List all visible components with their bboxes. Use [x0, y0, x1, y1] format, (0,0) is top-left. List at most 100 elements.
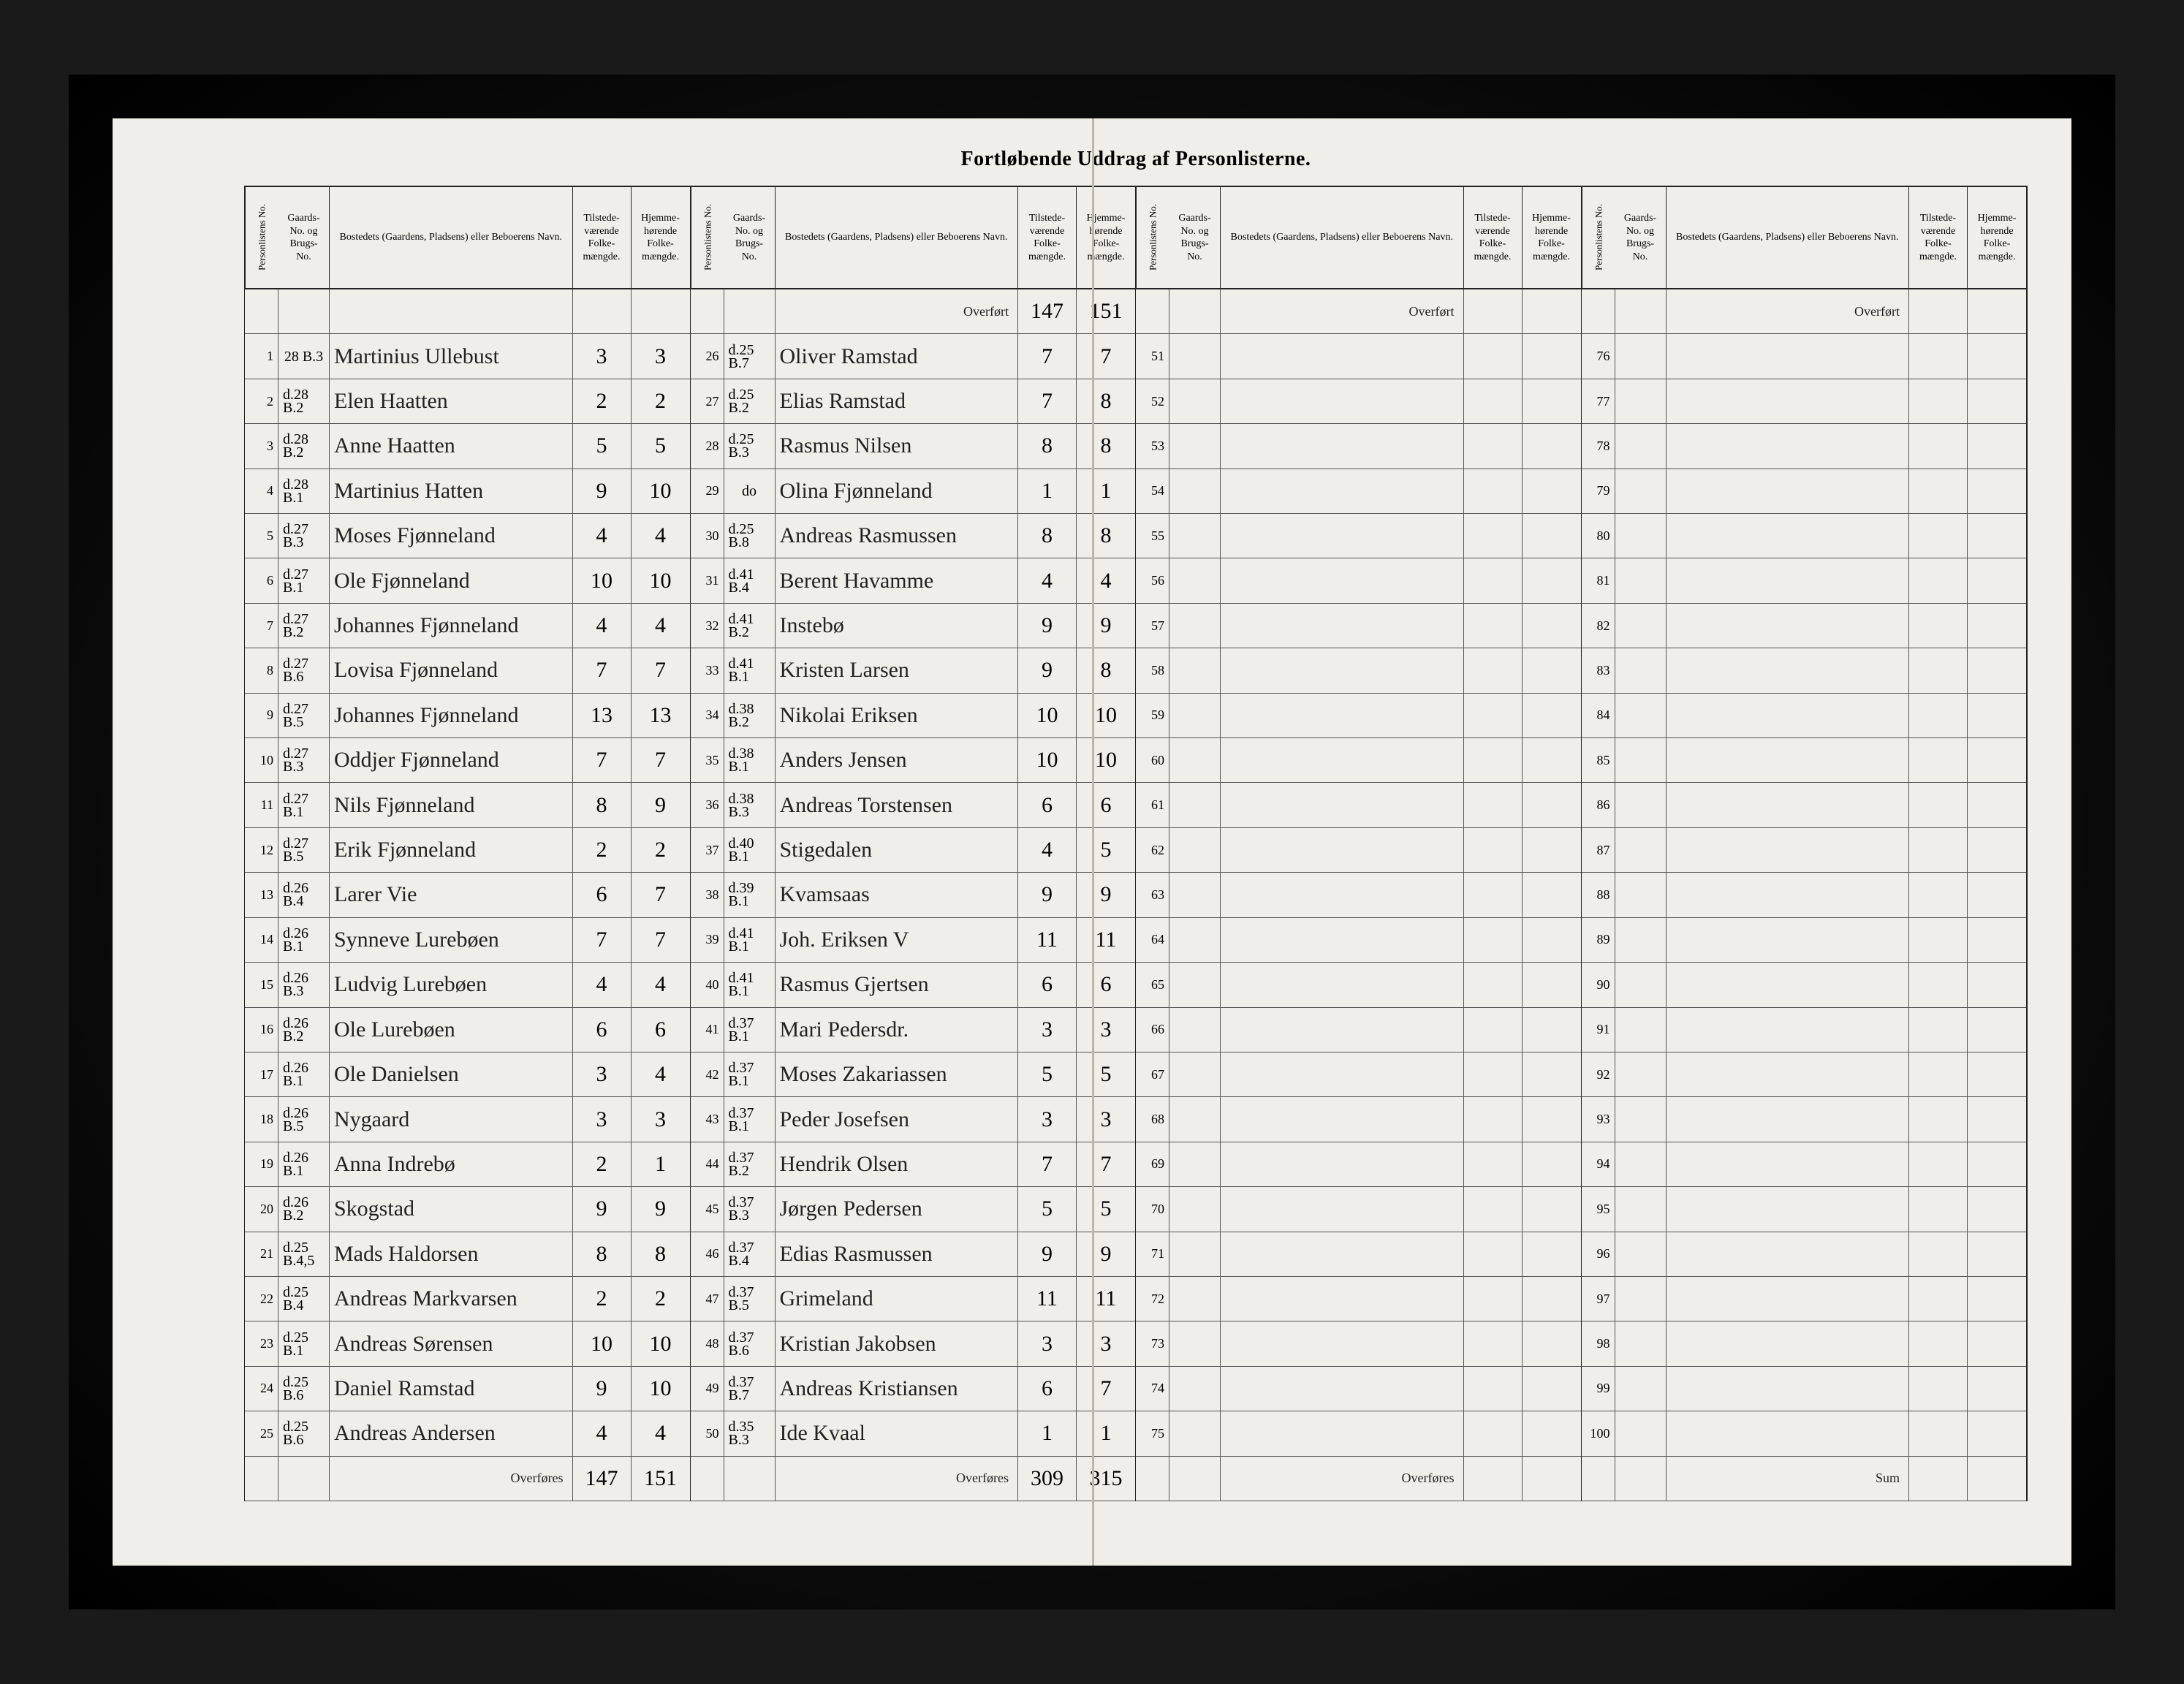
- tilstede-count: 4: [573, 963, 632, 1006]
- ledger-row: 36d.38 B.3Andreas Torstensen66: [691, 783, 1136, 827]
- hjemme-count: 9: [632, 1187, 690, 1231]
- ledger-row: 40d.41 B.1Rasmus Gjertsen66: [691, 963, 1136, 1007]
- ledger-row: 24d.25 B.6Daniel Ramstad910: [245, 1367, 690, 1411]
- row-number: 6: [245, 558, 278, 602]
- hjemme-count: [1523, 424, 1581, 468]
- row-number: 28: [691, 424, 724, 468]
- hjemme-count: [1968, 1142, 2026, 1186]
- ledger-row: 77: [1582, 379, 2027, 424]
- hdr-hjemme: Hjemme- hørende Folke- mængde.: [1077, 187, 1135, 288]
- hjemme-count: 9: [1077, 1232, 1135, 1276]
- resident-name: Berent Havamme: [776, 558, 1019, 602]
- row-number: 14: [245, 918, 278, 962]
- hjemme-count: 4: [632, 1052, 690, 1096]
- tilstede-count: [1464, 918, 1523, 962]
- hjemme-count: [1968, 1457, 2026, 1501]
- gaards-no: [1169, 469, 1221, 513]
- gaards-no: [1169, 1142, 1221, 1186]
- tilstede-count: [1909, 1142, 1968, 1186]
- carry-label: Overført: [1221, 289, 1464, 333]
- tilstede-count: [1909, 1097, 1968, 1141]
- ledger-row: 23d.25 B.1Andreas Sørensen1010: [245, 1321, 690, 1366]
- resident-name: [1221, 1232, 1464, 1276]
- hjemme-count: 7: [632, 918, 690, 962]
- gaards-no: d.27 B.1: [278, 783, 330, 827]
- ledger-row: 12d.27 B.5Erik Fjønneland22: [245, 828, 690, 873]
- tilstede-count: 3: [1018, 1097, 1077, 1141]
- resident-name: [1667, 1411, 1910, 1455]
- ledger-row: 99: [1582, 1367, 2027, 1411]
- hjemme-count: [1523, 558, 1581, 602]
- tilstede-count: [1464, 1097, 1523, 1141]
- gaards-no: d.37 B.7: [724, 1367, 776, 1411]
- hjemme-count: 151: [1077, 289, 1135, 333]
- row-number: 38: [691, 873, 724, 917]
- page-title: Fortløbende Uddrag af Personlisterne.: [244, 148, 2028, 171]
- row-number: 58: [1136, 648, 1169, 692]
- row-number: 90: [1582, 963, 1615, 1006]
- ledger-row: 96: [1582, 1232, 2027, 1277]
- row-number: 52: [1136, 379, 1169, 423]
- hjemme-count: [1523, 1142, 1581, 1186]
- row-number: 91: [1582, 1008, 1615, 1052]
- hjemme-count: 5: [632, 424, 690, 468]
- ledger-row: 9d.27 B.5Johannes Fjønneland1313: [245, 694, 690, 738]
- resident-name: Anna Indrebø: [330, 1142, 573, 1186]
- gaards-no: [1169, 1008, 1221, 1052]
- ledger-row: 17d.26 B.1Ole Danielsen34: [245, 1052, 690, 1097]
- ledger-row: 13d.26 B.4Larer Vie67: [245, 873, 690, 917]
- resident-name: [1667, 873, 1910, 917]
- tilstede-count: 9: [573, 469, 632, 513]
- tilstede-count: 9: [1018, 648, 1077, 692]
- tilstede-count: [1464, 694, 1523, 737]
- row-number: 50: [691, 1411, 724, 1455]
- gaards-no: [1169, 963, 1221, 1006]
- resident-name: Johannes Fjønneland: [330, 694, 573, 737]
- ledger-row: 66: [1136, 1008, 1581, 1052]
- resident-name: Rasmus Nilsen: [776, 424, 1019, 468]
- tilstede-count: [1464, 1187, 1523, 1231]
- hdr-bosted: Bostedets (Gaardens, Pladsens) eller Beb…: [1667, 187, 1910, 288]
- row-number: 3: [245, 424, 278, 468]
- column-header: Personlistens No. Gaards- No. og Brugs- …: [245, 187, 690, 289]
- row-number: 18: [245, 1097, 278, 1141]
- hjemme-count: 9: [1077, 604, 1135, 648]
- hjemme-count: [1523, 1367, 1581, 1411]
- resident-name: Johannes Fjønneland: [330, 604, 573, 648]
- resident-name: [1221, 918, 1464, 962]
- rows-4: Overført76777879808182838485868788899091…: [1582, 289, 2027, 1501]
- hjemme-count: 6: [632, 1008, 690, 1052]
- ledger-row: 81: [1582, 558, 2027, 603]
- row-number: 47: [691, 1277, 724, 1321]
- tilstede-count: 7: [1018, 1142, 1077, 1186]
- row-number: 7: [245, 604, 278, 648]
- gaards-no: d.27 B.3: [278, 514, 330, 558]
- carry-label: Overført: [1667, 289, 1910, 333]
- hjemme-count: 10: [632, 1367, 690, 1411]
- ledger-row: 83: [1582, 648, 2027, 693]
- tilstede-count: [1464, 1008, 1523, 1052]
- gaards-no: [1615, 1097, 1667, 1141]
- gaards-no: [1615, 828, 1667, 872]
- hdr-hjemme: Hjemme- hørende Folke- mængde.: [1968, 187, 2026, 288]
- tilstede-count: 4: [1018, 558, 1077, 602]
- tilstede-count: [1909, 514, 1968, 558]
- resident-name: [1667, 828, 1910, 872]
- hjemme-count: [1968, 963, 2026, 1006]
- tilstede-count: [1464, 334, 1523, 378]
- ledger-row: 52: [1136, 379, 1581, 424]
- hjemme-count: 8: [1077, 648, 1135, 692]
- column-header: Personlistens No. Gaards- No. og Brugs- …: [1582, 187, 2027, 289]
- gaards-no: [1615, 873, 1667, 917]
- tilstede-count: 10: [573, 558, 632, 602]
- row-number: 27: [691, 379, 724, 423]
- resident-name: Instebø: [776, 604, 1019, 648]
- resident-name: [1221, 694, 1464, 737]
- ledger-row: 59: [1136, 694, 1581, 738]
- ledger-row: 78: [1582, 424, 2027, 469]
- gaards-no: [1615, 1411, 1667, 1455]
- resident-name: Stigedalen: [776, 828, 1019, 872]
- row-number: 32: [691, 604, 724, 648]
- resident-name: [1667, 558, 1910, 602]
- tilstede-count: [1464, 1457, 1523, 1501]
